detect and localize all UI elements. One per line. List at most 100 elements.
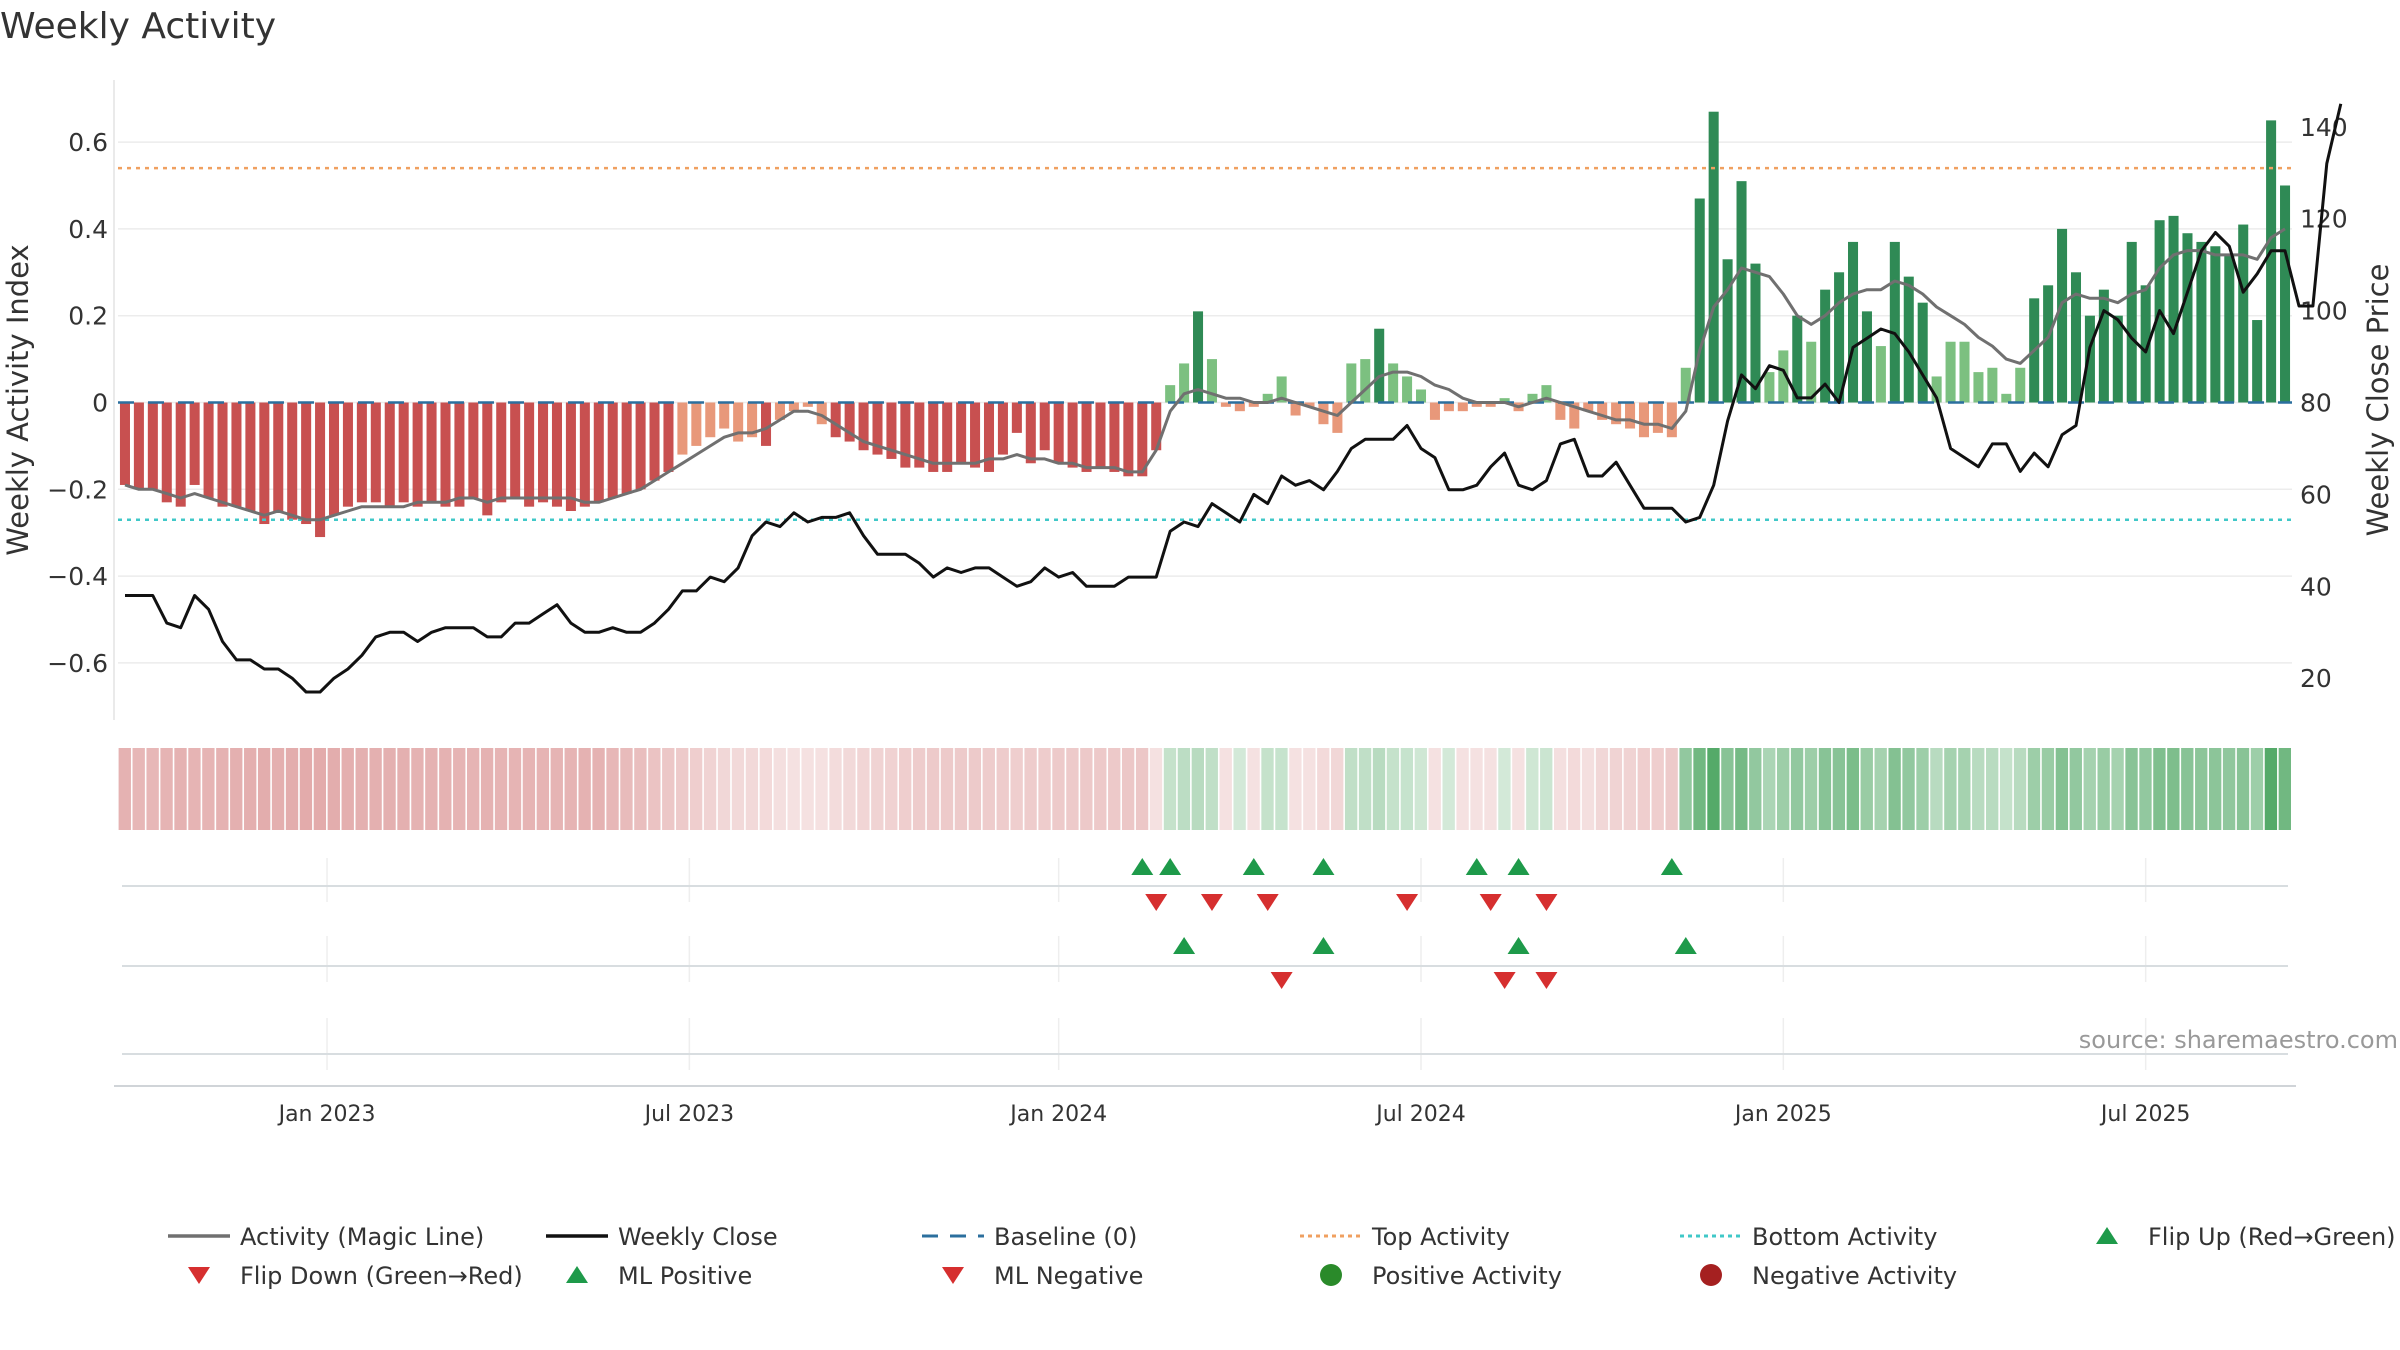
strength-cell: [1526, 748, 1539, 830]
activity-bar: [2168, 215, 2179, 403]
legend-swatch: [942, 1267, 964, 1284]
strength-cell: [745, 748, 759, 830]
flip-down-marker: [1256, 894, 1279, 911]
activity-bar: [1415, 389, 1427, 403]
strength-cell: [1902, 748, 1915, 830]
activity-bar: [1945, 341, 1956, 403]
activity-bar: [1220, 402, 1231, 407]
strength-cell: [620, 748, 633, 830]
activity-bar: [510, 402, 521, 498]
y-left-tick-4: −0.2: [47, 475, 108, 504]
activity-bar: [454, 402, 465, 507]
activity-bar: [1095, 402, 1106, 468]
flip-up-marker: [1159, 858, 1182, 875]
strength-cell: [843, 748, 856, 830]
legend-label: Weekly Close: [618, 1223, 778, 1251]
strength-cell: [1191, 748, 1204, 830]
strength-cell: [230, 748, 243, 830]
activity-bar: [1931, 376, 1942, 403]
strength-cell: [912, 748, 926, 830]
strength-cell: [1958, 748, 1971, 830]
activity-bar: [1374, 328, 1385, 403]
strength-cell: [411, 748, 424, 830]
strength-cell: [2278, 748, 2291, 830]
flip-up-marker: [1242, 858, 1265, 875]
activity-bar: [942, 402, 953, 472]
legend-item: Weekly Close: [546, 1223, 778, 1251]
strength-cell: [703, 748, 717, 830]
strength-cell: [899, 748, 912, 830]
flip-down-marker: [1145, 894, 1168, 911]
ml-positive-marker: [1312, 937, 1335, 954]
strength-cell: [285, 748, 299, 830]
activity-bar: [565, 402, 576, 512]
strength-cell: [968, 748, 982, 830]
activity-bar: [1778, 350, 1789, 403]
activity-bar: [2057, 228, 2068, 403]
activity-bar: [1011, 402, 1022, 433]
activity-bar: [2126, 241, 2137, 403]
strength-cell: [801, 748, 814, 830]
activity-bar: [1025, 402, 1036, 464]
weekly-close-line: [125, 103, 2343, 694]
activity-bar: [1792, 315, 1803, 403]
x-tick-1: Jul 2023: [643, 1102, 735, 1127]
strength-cell: [2139, 748, 2152, 830]
strength-cell: [2167, 748, 2180, 830]
strength-cell: [1860, 748, 1873, 830]
strength-cell: [1317, 748, 1330, 830]
strength-cell: [2069, 748, 2082, 830]
strength-cell: [1721, 748, 1734, 830]
strength-cell: [857, 748, 870, 830]
activity-bar: [231, 402, 242, 507]
activity-bar: [2280, 185, 2291, 403]
strength-cell: [1414, 748, 1427, 830]
strength-cell: [188, 748, 201, 830]
activity-bar: [1680, 367, 1691, 403]
strength-cell: [648, 748, 661, 830]
strength-cell: [1344, 748, 1358, 830]
strength-cell: [355, 748, 368, 830]
y-left-tick-6: −0.6: [47, 649, 108, 678]
y-left-tick-2: 0.2: [68, 302, 108, 331]
y-left-tick-1: 0.4: [68, 215, 108, 244]
strength-cell: [1567, 748, 1581, 830]
activity-bar: [1820, 289, 1831, 403]
strength-cell: [1261, 748, 1274, 830]
activity-bar: [2070, 272, 2082, 403]
activity-bar: [970, 402, 981, 468]
legend-label: Top Activity: [1371, 1223, 1510, 1251]
strength-cell: [1080, 748, 1093, 830]
activity-bar: [997, 402, 1008, 455]
strength-cell: [1289, 748, 1302, 830]
activity-bar: [747, 402, 758, 438]
strength-cell: [1999, 748, 2013, 830]
strength-cell: [1679, 748, 1692, 830]
chart-title: Weekly Activity: [0, 6, 276, 47]
strength-cell: [564, 748, 577, 830]
strength-cell: [606, 748, 619, 830]
ml-negative-marker: [1535, 972, 1558, 989]
activity-bar: [1109, 402, 1120, 472]
strength-cell: [439, 748, 452, 830]
x-tick-5: Jul 2025: [2099, 1102, 2191, 1127]
strength-cell: [1442, 748, 1455, 830]
flip-up-marker: [1660, 858, 1683, 875]
strength-cell: [174, 748, 187, 830]
strength-cell: [1888, 748, 1901, 830]
activity-bar: [886, 402, 897, 459]
activity-bar: [774, 402, 785, 420]
legend-label: Flip Down (Green→Red): [240, 1262, 523, 1290]
strength-cell: [327, 748, 340, 830]
strength-cell: [2264, 748, 2278, 830]
strength-cell: [2181, 748, 2194, 830]
activity-bar: [1471, 402, 1482, 407]
activity-bar: [1638, 402, 1649, 438]
strength-cell: [926, 748, 940, 830]
legend-label: Bottom Activity: [1752, 1223, 1937, 1251]
strength-cell: [1484, 748, 1497, 830]
strength-cell: [1609, 748, 1623, 830]
activity-bar: [1959, 341, 1970, 403]
activity-bar: [2043, 285, 2054, 403]
